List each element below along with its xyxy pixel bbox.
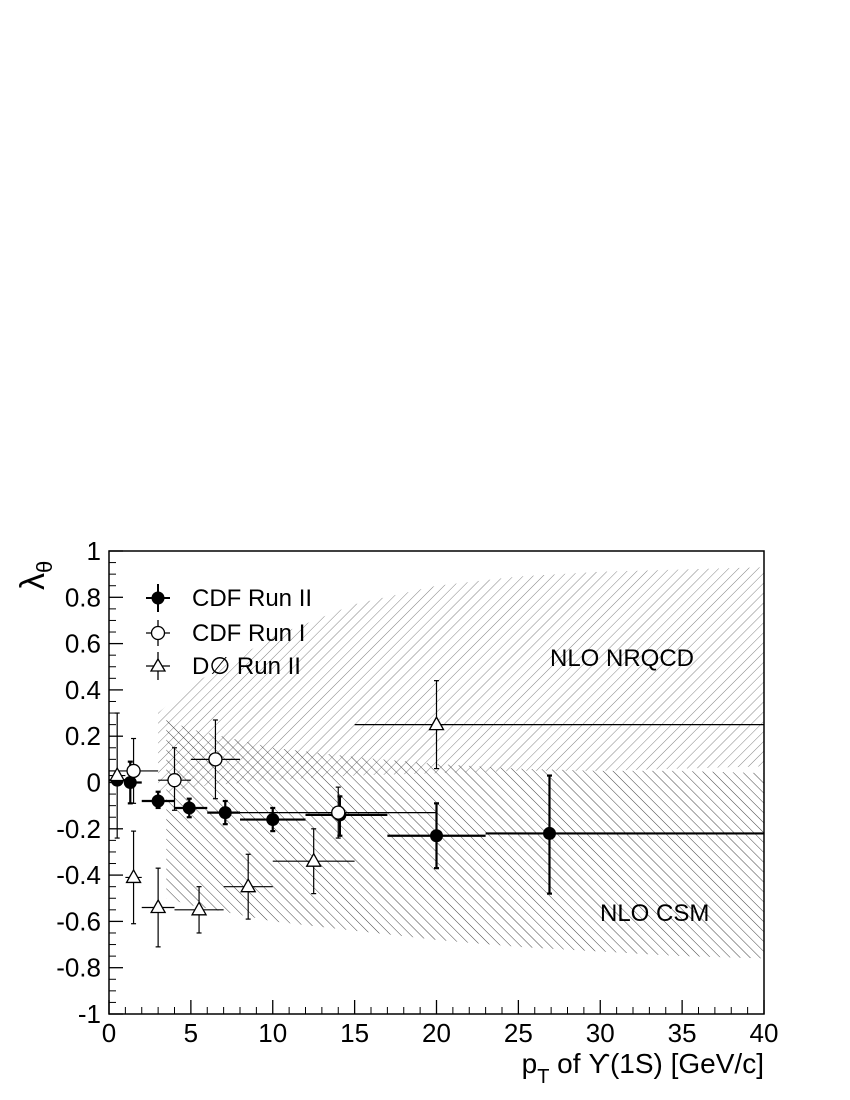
legend-label: D∅ Run II	[192, 653, 301, 680]
open-circle-marker	[331, 805, 346, 820]
filled-circle-marker	[151, 794, 165, 808]
axis-ticks	[108, 550, 765, 1015]
y-tick-label: 0.6	[65, 629, 101, 659]
y-axis-title-sub: θ	[32, 561, 57, 573]
y-axis-title-main: λ	[14, 573, 52, 590]
open-triangle-marker	[150, 898, 167, 914]
y-axis-title: λθ	[14, 561, 57, 590]
y-tick-label: 0.2	[65, 721, 101, 751]
open-triangle-marker	[305, 852, 322, 867]
plot-frame	[108, 550, 765, 1015]
data-point	[240, 786, 437, 839]
y-tick-label: -0.2	[56, 814, 101, 844]
data-point	[190, 719, 240, 800]
x-tick-label: 5	[184, 1018, 198, 1048]
series-cdf-run-ii	[109, 760, 764, 895]
filled-circle-marker	[218, 806, 232, 820]
data-point	[223, 853, 273, 920]
data-point	[158, 747, 191, 811]
data-point	[485, 774, 764, 895]
tick-labels: 0 5 10 15 20 25 30 35 40 1 0.8 0.6 0.4 0.2 0 -0.2 -0.4 -0…	[56, 536, 778, 1048]
data-points	[109, 680, 764, 948]
open-triangle-marker	[240, 877, 257, 893]
open-triangle-marker	[190, 900, 208, 916]
legend-entry-d0-run-ii: D∅ Run II	[146, 652, 301, 680]
x-tick-label: 35	[668, 1018, 697, 1048]
filled-circle-marker	[542, 826, 556, 840]
data-point	[387, 802, 486, 870]
series-d-run-ii	[109, 680, 764, 948]
legend-marker-open-triangle	[149, 657, 167, 672]
legend: CDF Run II CDF Run I D∅ Run II	[146, 584, 312, 680]
data-point	[141, 790, 175, 810]
open-triangle-marker	[125, 868, 142, 884]
open-circle-marker	[167, 773, 182, 788]
y-tick-label: 0.8	[65, 582, 101, 612]
data-point	[109, 737, 159, 804]
x-tick-label: 15	[340, 1018, 369, 1048]
data-point	[207, 799, 240, 826]
open-circle-marker	[126, 763, 141, 779]
data-point	[240, 806, 306, 833]
data-point	[272, 828, 355, 895]
filled-circle-marker	[182, 801, 196, 815]
data-point	[141, 867, 175, 948]
data-point	[174, 886, 224, 934]
legend-label: CDF Run I	[192, 620, 305, 647]
x-tick-label: 40	[750, 1018, 779, 1048]
y-tick-label: 1	[87, 536, 101, 566]
y-tick-label: -1	[78, 999, 101, 1029]
data-point	[109, 712, 126, 839]
filled-circle-marker	[430, 829, 443, 843]
x-tick-label: 10	[258, 1018, 287, 1048]
data-point	[125, 830, 142, 925]
data-point	[354, 680, 764, 770]
filled-circle-marker	[266, 813, 280, 827]
x-axis-title-rest: of ϒ(1S) [GeV/c]	[549, 1048, 764, 1079]
band-nlo-nrqcd	[158, 567, 764, 795]
x-axis-title: pT of ϒ(1S) [GeV/c]	[522, 1048, 764, 1088]
x-axis-title-sub: T	[537, 1066, 549, 1088]
y-tick-label: 0.4	[65, 675, 101, 705]
y-tick-label: 0	[87, 768, 101, 798]
open-triangle-marker	[428, 715, 445, 731]
series-cdf-run-i	[109, 719, 437, 839]
legend-marker-open-circle	[150, 625, 166, 641]
open-circle-marker	[208, 752, 223, 767]
band-label-nlo-csm: NLO CSM	[600, 900, 709, 927]
legend-entry-cdf-run-i: CDF Run I	[146, 620, 305, 647]
band-nlo-csm	[166, 720, 764, 959]
y-tick-label: -0.8	[56, 953, 101, 983]
open-triangle-marker	[109, 766, 126, 782]
legend-label: CDF Run II	[192, 585, 312, 612]
x-tick-label: 30	[586, 1018, 615, 1048]
x-axis-title-main: p	[522, 1048, 538, 1079]
theory-bands	[158, 567, 764, 959]
x-tick-label: 25	[504, 1018, 533, 1048]
band-label-nlo-nrqcd: NLO NRQCD	[550, 645, 694, 672]
x-tick-label: 20	[422, 1018, 451, 1048]
x-tick-label: 0	[102, 1018, 116, 1048]
y-tick-label: -0.4	[56, 860, 101, 890]
data-point	[174, 797, 208, 819]
legend-marker-filled-circle	[151, 591, 165, 605]
y-tick-label: -0.6	[56, 906, 101, 936]
legend-entry-cdf-run-ii: CDF Run II	[146, 584, 312, 612]
